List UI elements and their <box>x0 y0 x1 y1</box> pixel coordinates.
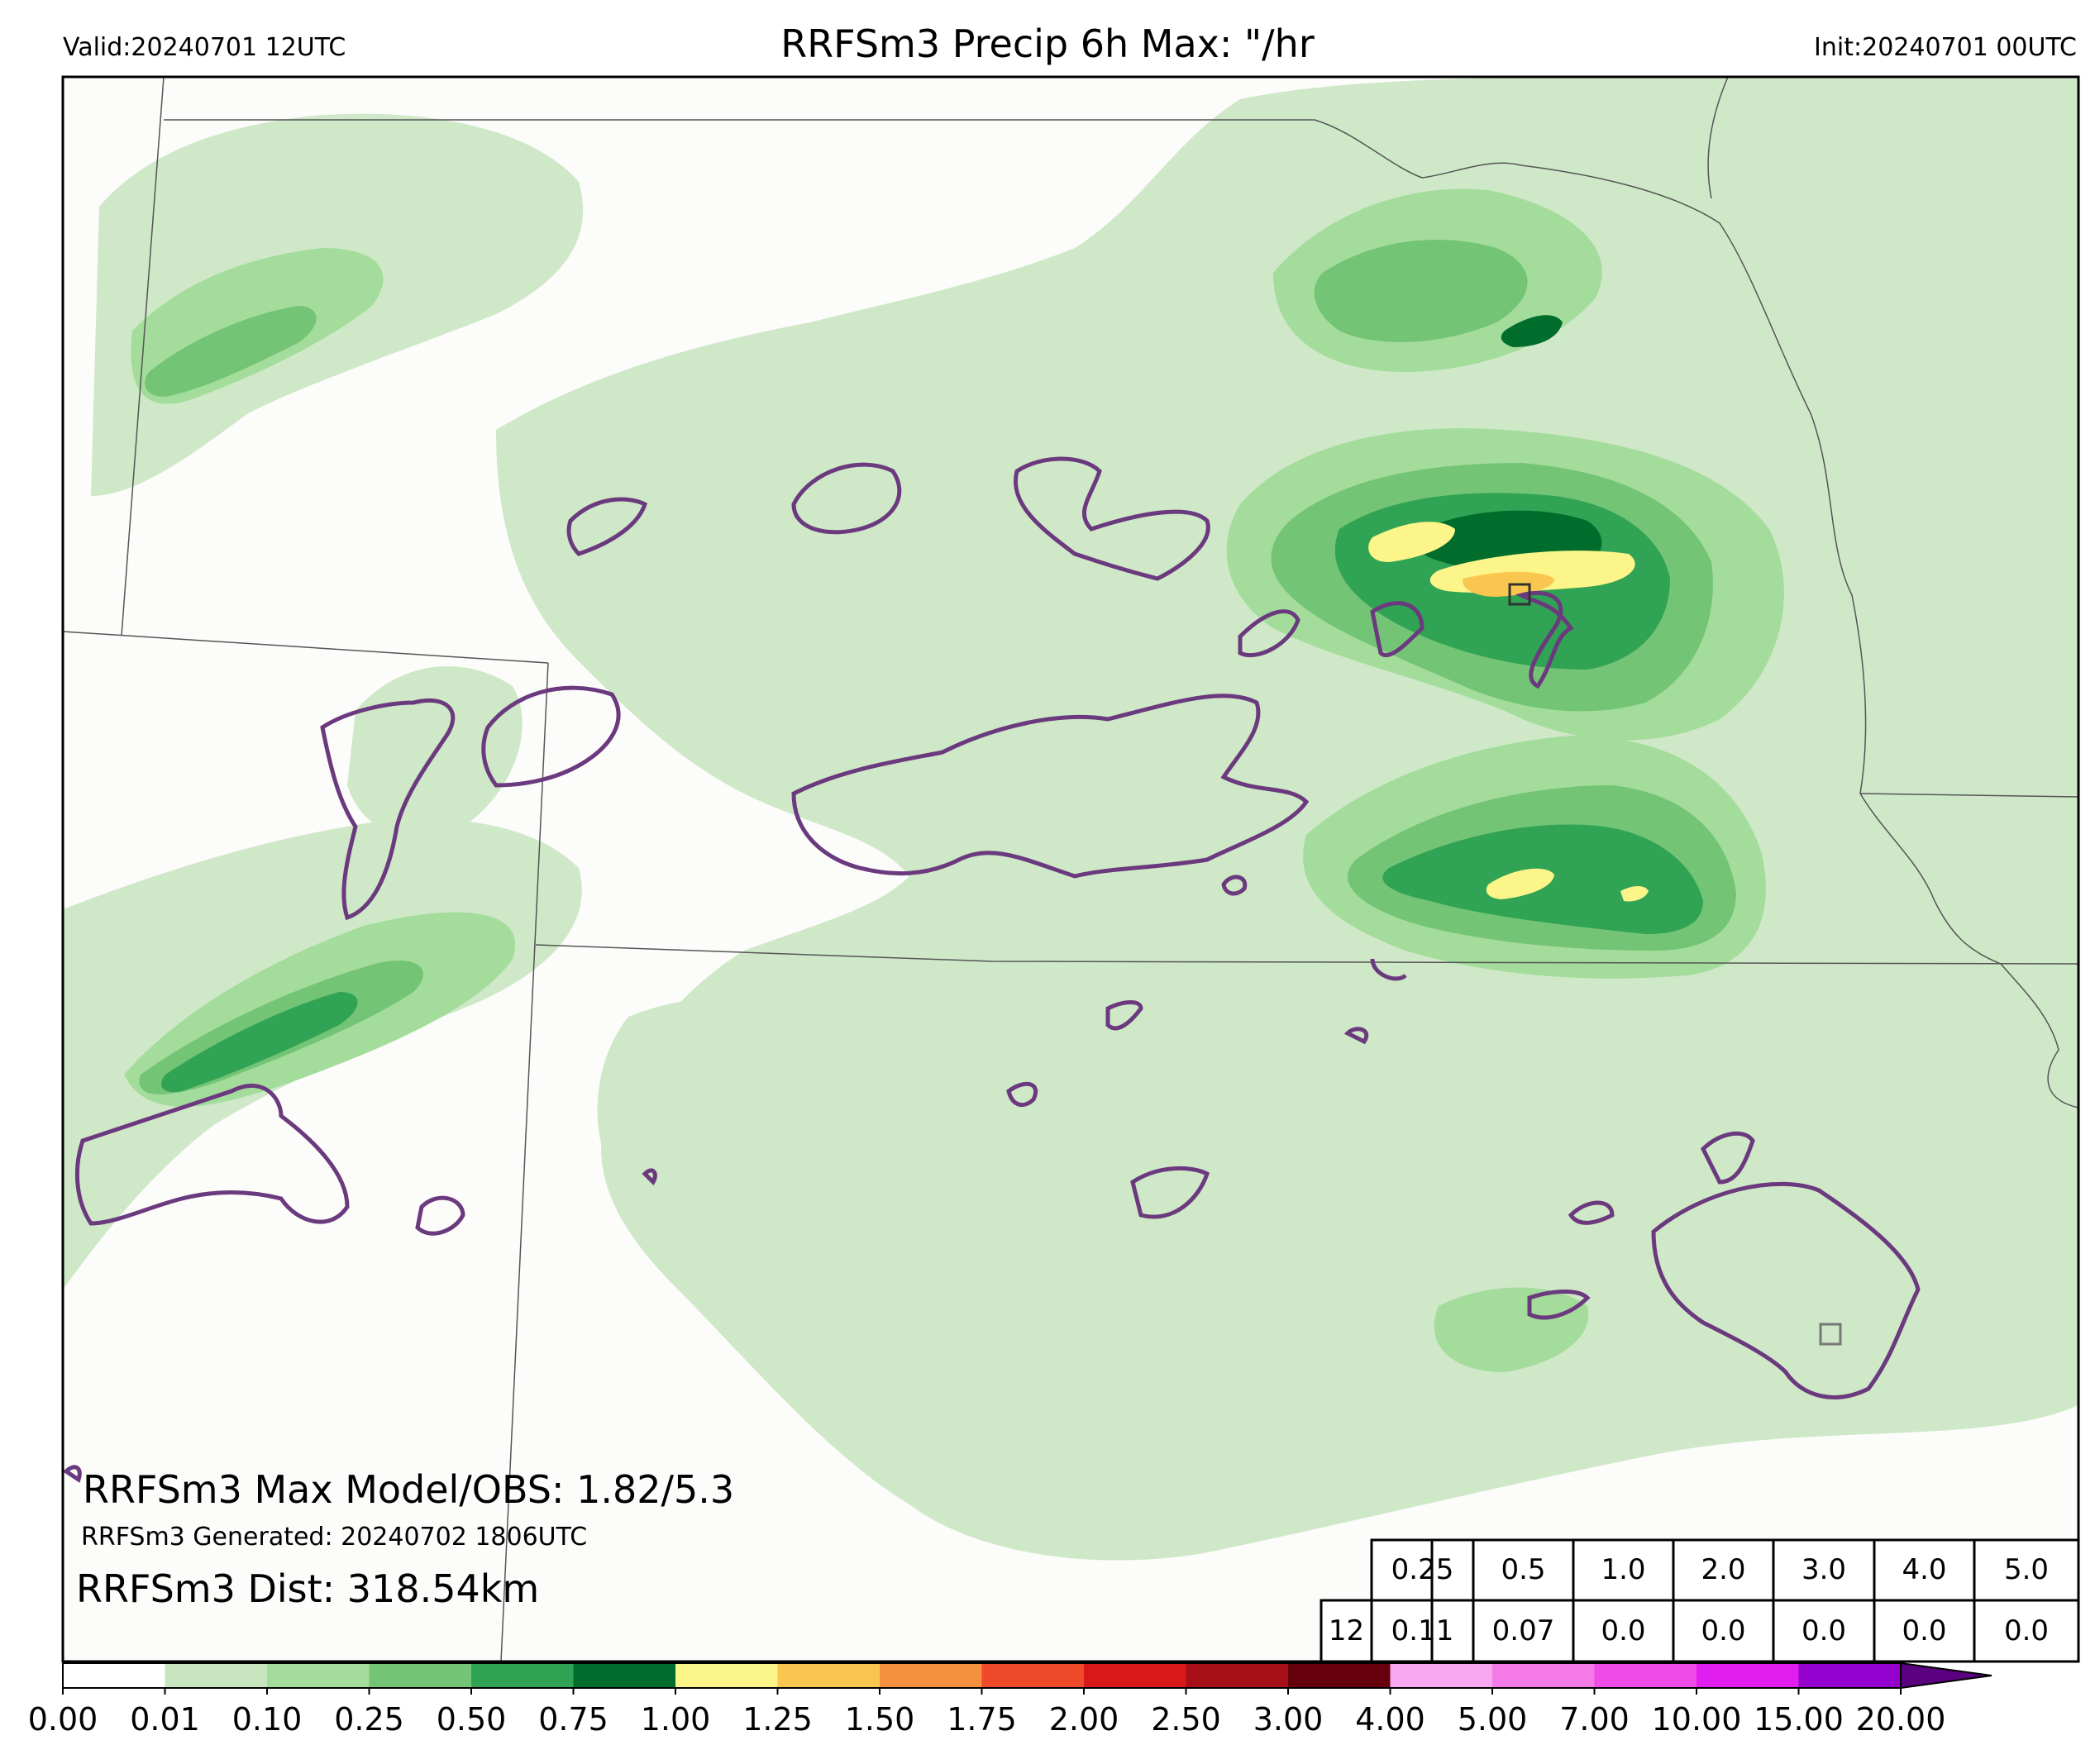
colorbar-segment <box>1390 1663 1493 1688</box>
threshold-value-cell: 0.0 <box>2003 1614 2050 1647</box>
colorbar <box>62 1661 1992 1695</box>
precip-core-se-1 <box>1486 868 1554 899</box>
colorbar-segment <box>675 1663 778 1688</box>
colorbar-segment <box>1798 1663 1902 1688</box>
precip-area-075-ne <box>1501 315 1563 347</box>
obs-contours <box>63 456 1921 1483</box>
colorbar-segment <box>1288 1663 1391 1688</box>
colorbar-tick-label: 0.10 <box>231 1701 303 1738</box>
colorbar-segment <box>1697 1663 1799 1688</box>
threshold-value-cell: 0.0 <box>1801 1614 1847 1647</box>
colorbar-tick-label: 1.75 <box>947 1701 1017 1738</box>
colorbar-extend-arrow <box>1900 1661 1992 1690</box>
model-max-marker <box>1508 583 1531 606</box>
colorbar-tick-label: 4.00 <box>1355 1701 1425 1738</box>
colorbar-tick-label: 15.00 <box>1754 1701 1844 1738</box>
colorbar-segment <box>63 1663 165 1688</box>
colorbar-segment <box>777 1663 880 1688</box>
colorbar-segment <box>1492 1663 1595 1688</box>
map-title: RRFSm3 Precip 6h Max: "/hr <box>780 21 1315 66</box>
state-borders <box>63 77 2078 1661</box>
precip-area-light-s <box>597 997 875 1224</box>
colorbar-tick-label: 7.00 <box>1559 1701 1630 1738</box>
distance-label: RRFSm3 Dist: 318.54km <box>76 1566 540 1611</box>
threshold-header-cell: 4.0 <box>1902 1553 1947 1586</box>
threshold-row-label: 12 <box>1328 1614 1365 1647</box>
generated-time-label: RRFSm3 Generated: 20240702 1806UTC <box>81 1523 588 1552</box>
colorbar-tick-label: 0.75 <box>538 1701 608 1738</box>
colorbar-tick-label: 0.00 <box>27 1701 98 1738</box>
colorbar-segment <box>369 1663 472 1688</box>
colorbar-segment <box>471 1663 574 1688</box>
colorbar-segment <box>573 1663 676 1688</box>
threshold-header-cell: 3.0 <box>1801 1553 1847 1586</box>
obs-max-marker <box>1819 1323 1842 1346</box>
threshold-value-cell: 0.0 <box>1601 1614 1646 1647</box>
colorbar-tick-label: 2.50 <box>1151 1701 1221 1738</box>
threshold-value-cell: 0.0 <box>1902 1614 1947 1647</box>
colorbar-tick-label: 3.00 <box>1253 1701 1324 1738</box>
colorbar-segment <box>165 1663 268 1688</box>
colorbar-segment <box>880 1663 982 1688</box>
colorbar-segment <box>1594 1663 1697 1688</box>
colorbar-tick-label: 0.50 <box>436 1701 507 1738</box>
colorbar-segment <box>1186 1663 1289 1688</box>
colorbar-tick-label: 1.50 <box>844 1701 915 1738</box>
colorbar-tick-label: 10.00 <box>1651 1701 1742 1738</box>
colorbar-tick-label: 2.00 <box>1048 1701 1119 1738</box>
colorbar-tick-label: 0.01 <box>130 1701 200 1738</box>
init-time-label: Init:20240701 00UTC <box>1814 33 2077 62</box>
threshold-header-cell: 0.25 <box>1391 1553 1454 1586</box>
colorbar-tick-label: 0.25 <box>334 1701 404 1738</box>
threshold-value-cell: 0.07 <box>1491 1614 1555 1647</box>
max-model-obs-label: RRFSm3 Max Model/OBS: 1.82/5.3 <box>83 1467 735 1512</box>
precip-area-025-ne <box>1314 240 1528 342</box>
valid-time-label: Valid:20240701 12UTC <box>63 33 346 62</box>
threshold-header-cell: 5.0 <box>2003 1553 2050 1586</box>
colorbar-segment <box>1084 1663 1186 1688</box>
precip-core-yellow-1 <box>1368 522 1455 562</box>
threshold-value-cell: 0.0 <box>1701 1614 1746 1647</box>
threshold-table <box>1320 1538 2080 1663</box>
threshold-header-cell: 0.5 <box>1501 1553 1546 1586</box>
threshold-header-cell: 1.0 <box>1601 1553 1646 1586</box>
colorbar-tick-label: 1.25 <box>742 1701 813 1738</box>
precip-core-se-2 <box>1620 886 1649 902</box>
colorbar-tick-label: 20.00 <box>1855 1701 1946 1738</box>
map-frame <box>61 75 2080 1663</box>
threshold-header-cell: 2.0 <box>1701 1553 1746 1586</box>
colorbar-segment <box>267 1663 370 1688</box>
precip-area-025-nw <box>145 306 317 397</box>
colorbar-tick-label: 5.00 <box>1457 1701 1528 1738</box>
colorbar-segment <box>981 1663 1085 1688</box>
precip-area-050-sw <box>161 992 358 1093</box>
precip-area-010-south <box>1434 1287 1589 1372</box>
colorbar-tick-label: 1.00 <box>640 1701 711 1738</box>
threshold-value-cell: 0.11 <box>1391 1614 1454 1647</box>
